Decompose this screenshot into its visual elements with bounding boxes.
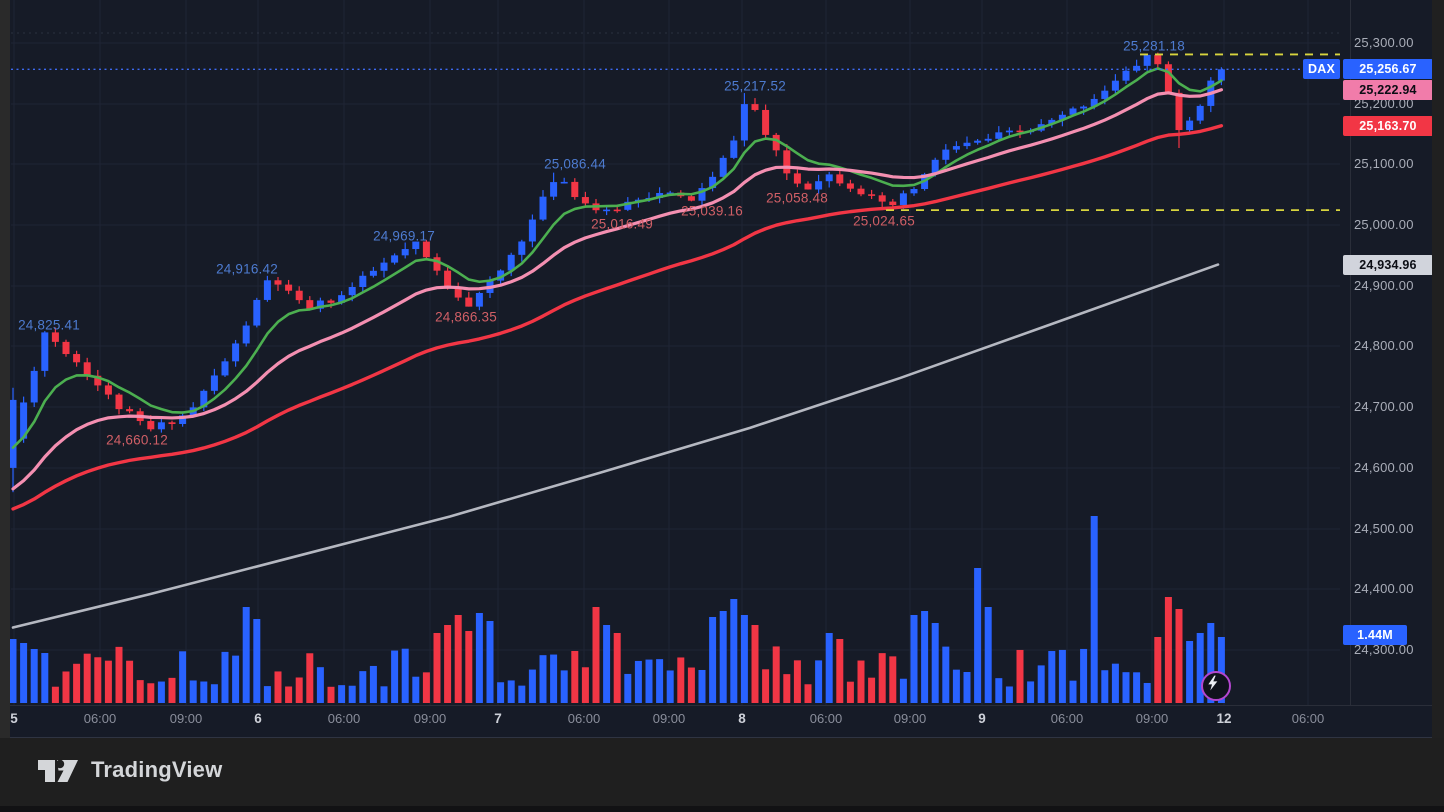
price-tick: 24,700.00 xyxy=(1354,399,1414,414)
price-tick: 25,300.00 xyxy=(1354,35,1414,50)
time-tick: 06:00 xyxy=(327,711,361,726)
time-tick: 09:00 xyxy=(893,711,927,726)
ma-trend-badge: 24,934.96 xyxy=(1343,254,1432,275)
swing-label: 25,016.49 xyxy=(591,216,653,232)
price-tick: 25,100.00 xyxy=(1354,156,1414,171)
tradingview-logo[interactable]: TradingView xyxy=(36,752,222,788)
time-tick: 9 xyxy=(978,711,986,726)
brand-name: TradingView xyxy=(91,757,223,782)
swing-label: 25,086.44 xyxy=(544,156,606,172)
swing-label: 25,024.65 xyxy=(853,213,915,229)
time-tick: 09:00 xyxy=(652,711,686,726)
volume-badge: 1.44M xyxy=(1343,625,1407,645)
time-tick: 5 xyxy=(10,711,18,726)
swing-label: 24,916.42 xyxy=(216,261,278,277)
time-tick: 09:00 xyxy=(1135,711,1169,726)
time-tick: 06:00 xyxy=(83,711,117,726)
swing-label: 24,866.35 xyxy=(435,309,497,325)
window-bottom-edge xyxy=(0,806,1444,812)
price-tick: 25,000.00 xyxy=(1354,217,1414,232)
time-tick: 7 xyxy=(494,711,502,726)
swing-label: 24,825.41 xyxy=(18,317,80,333)
swing-label: 24,969.17 xyxy=(373,228,435,244)
swing-label: 25,281.18 xyxy=(1123,38,1185,54)
flash-button[interactable] xyxy=(1201,671,1231,701)
time-tick: 06:00 xyxy=(1291,711,1325,726)
time-tick: 8 xyxy=(738,711,746,726)
chart-panel[interactable]: 25,300.00 25,200.00 25,100.00 25,000.00 24,9… xyxy=(10,0,1432,738)
last-price-badge: 25,256.67 xyxy=(1343,59,1432,80)
time-tick: 6 xyxy=(254,711,262,726)
swing-label: 25,058.48 xyxy=(766,190,828,206)
price-axis-separator xyxy=(1350,0,1351,705)
price-tick: 24,300.00 xyxy=(1354,642,1414,657)
symbol-badge: DAX xyxy=(1303,59,1340,80)
swing-label: 25,217.52 xyxy=(724,78,786,94)
price-tick: 24,600.00 xyxy=(1354,460,1414,475)
lightning-icon xyxy=(1208,675,1218,691)
price-tick: 24,400.00 xyxy=(1354,581,1414,596)
time-tick: 12 xyxy=(1216,711,1232,726)
time-axis-separator xyxy=(10,705,1432,706)
time-tick: 09:00 xyxy=(413,711,447,726)
footer: TradingView xyxy=(0,738,1444,812)
time-tick: 06:00 xyxy=(567,711,601,726)
left-edge-strip xyxy=(0,0,10,738)
swing-label: 24,660.12 xyxy=(106,432,168,448)
price-tick: 24,500.00 xyxy=(1354,521,1414,536)
ma-slow-badge: 25,163.70 xyxy=(1343,115,1432,136)
price-chart-canvas[interactable] xyxy=(10,0,1432,738)
price-tick: 24,800.00 xyxy=(1354,338,1414,353)
swing-label: 25,039.16 xyxy=(681,203,743,219)
time-tick: 09:00 xyxy=(169,711,203,726)
tradingview-logo-icon xyxy=(38,759,78,782)
price-tick: 24,900.00 xyxy=(1354,278,1414,293)
time-tick: 06:00 xyxy=(809,711,843,726)
time-tick: 06:00 xyxy=(1050,711,1084,726)
ma-medium-badge: 25,222.94 xyxy=(1343,79,1432,100)
